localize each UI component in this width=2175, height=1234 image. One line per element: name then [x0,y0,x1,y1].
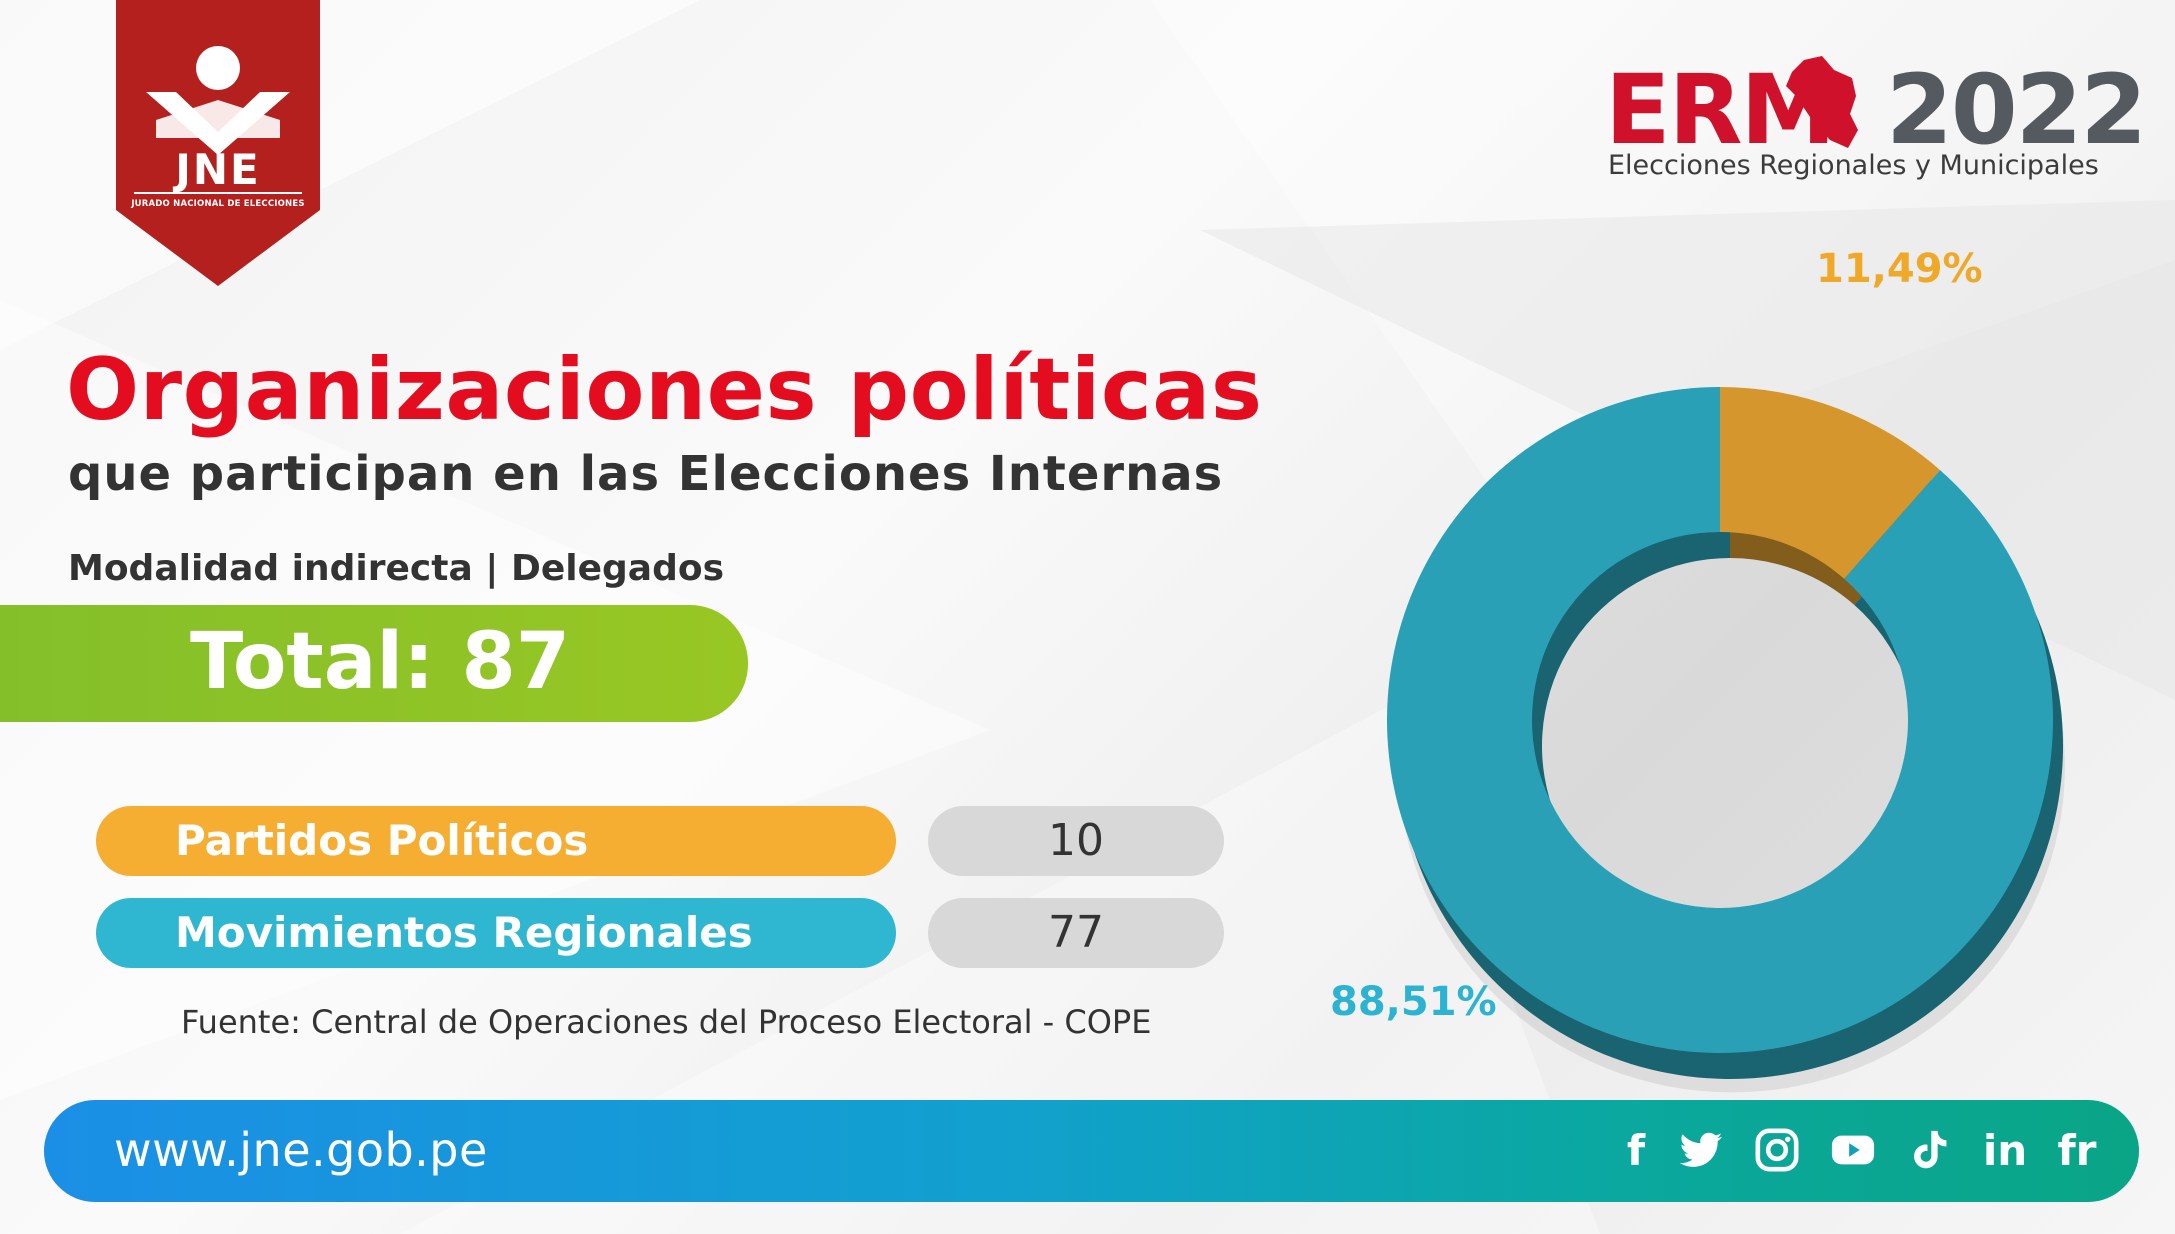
tiktok-icon[interactable] [1900,1121,1958,1179]
donut-chart: 11,49% 88,51% [1330,246,2065,1093]
footer-bar [44,1100,2139,1202]
partidos-pill [96,806,896,876]
jne-logo-text: JNE [175,145,261,194]
flickr-icon[interactable]: fr [2057,1125,2097,1175]
twitter-icon[interactable] [1672,1121,1730,1179]
jne-logo [116,0,320,286]
jne-logo-subtext: JURADO NACIONAL DE ELECCIONES [131,199,305,209]
page-subtitle: que participan en las Elecciones Interna… [68,446,1224,502]
peru-map-icon [1786,56,1858,148]
modality-label: Modalidad indirecta | Delegados [68,548,725,589]
erm-subtitle: Elecciones Regionales y Municipales [1608,150,2099,181]
youtube-icon[interactable] [1824,1121,1882,1179]
instagram-icon[interactable] [1748,1121,1806,1179]
website-link[interactable]: www.jne.gob.pe [114,1123,488,1177]
erm-logo-year: 2022 [1886,54,2147,166]
total-banner [0,605,748,722]
source-note: Fuente: Central de Operaciones del Proce… [181,1003,1152,1041]
page-title: Organizaciones políticas [66,340,1263,440]
donut-slice-1 [1387,387,2053,1053]
erm-logo: ERM 2022 [1605,62,2147,158]
donut-slice-0 [1720,387,1941,579]
pct-label-1: 88,51% [1330,979,1497,1025]
partidos-value: 10 [928,806,1224,876]
movimientos-label: Movimientos Regionales [175,908,753,957]
facebook-icon[interactable]: f [1626,1125,1646,1175]
movimientos-value: 77 [928,898,1224,968]
pct-label-0: 11,49% [1816,246,1983,292]
linkedin-icon[interactable]: in [1982,1125,2028,1175]
movimientos-pill [96,898,896,968]
partidos-label: Partidos Políticos [175,816,589,865]
total-value: Total: 87 [190,617,570,707]
